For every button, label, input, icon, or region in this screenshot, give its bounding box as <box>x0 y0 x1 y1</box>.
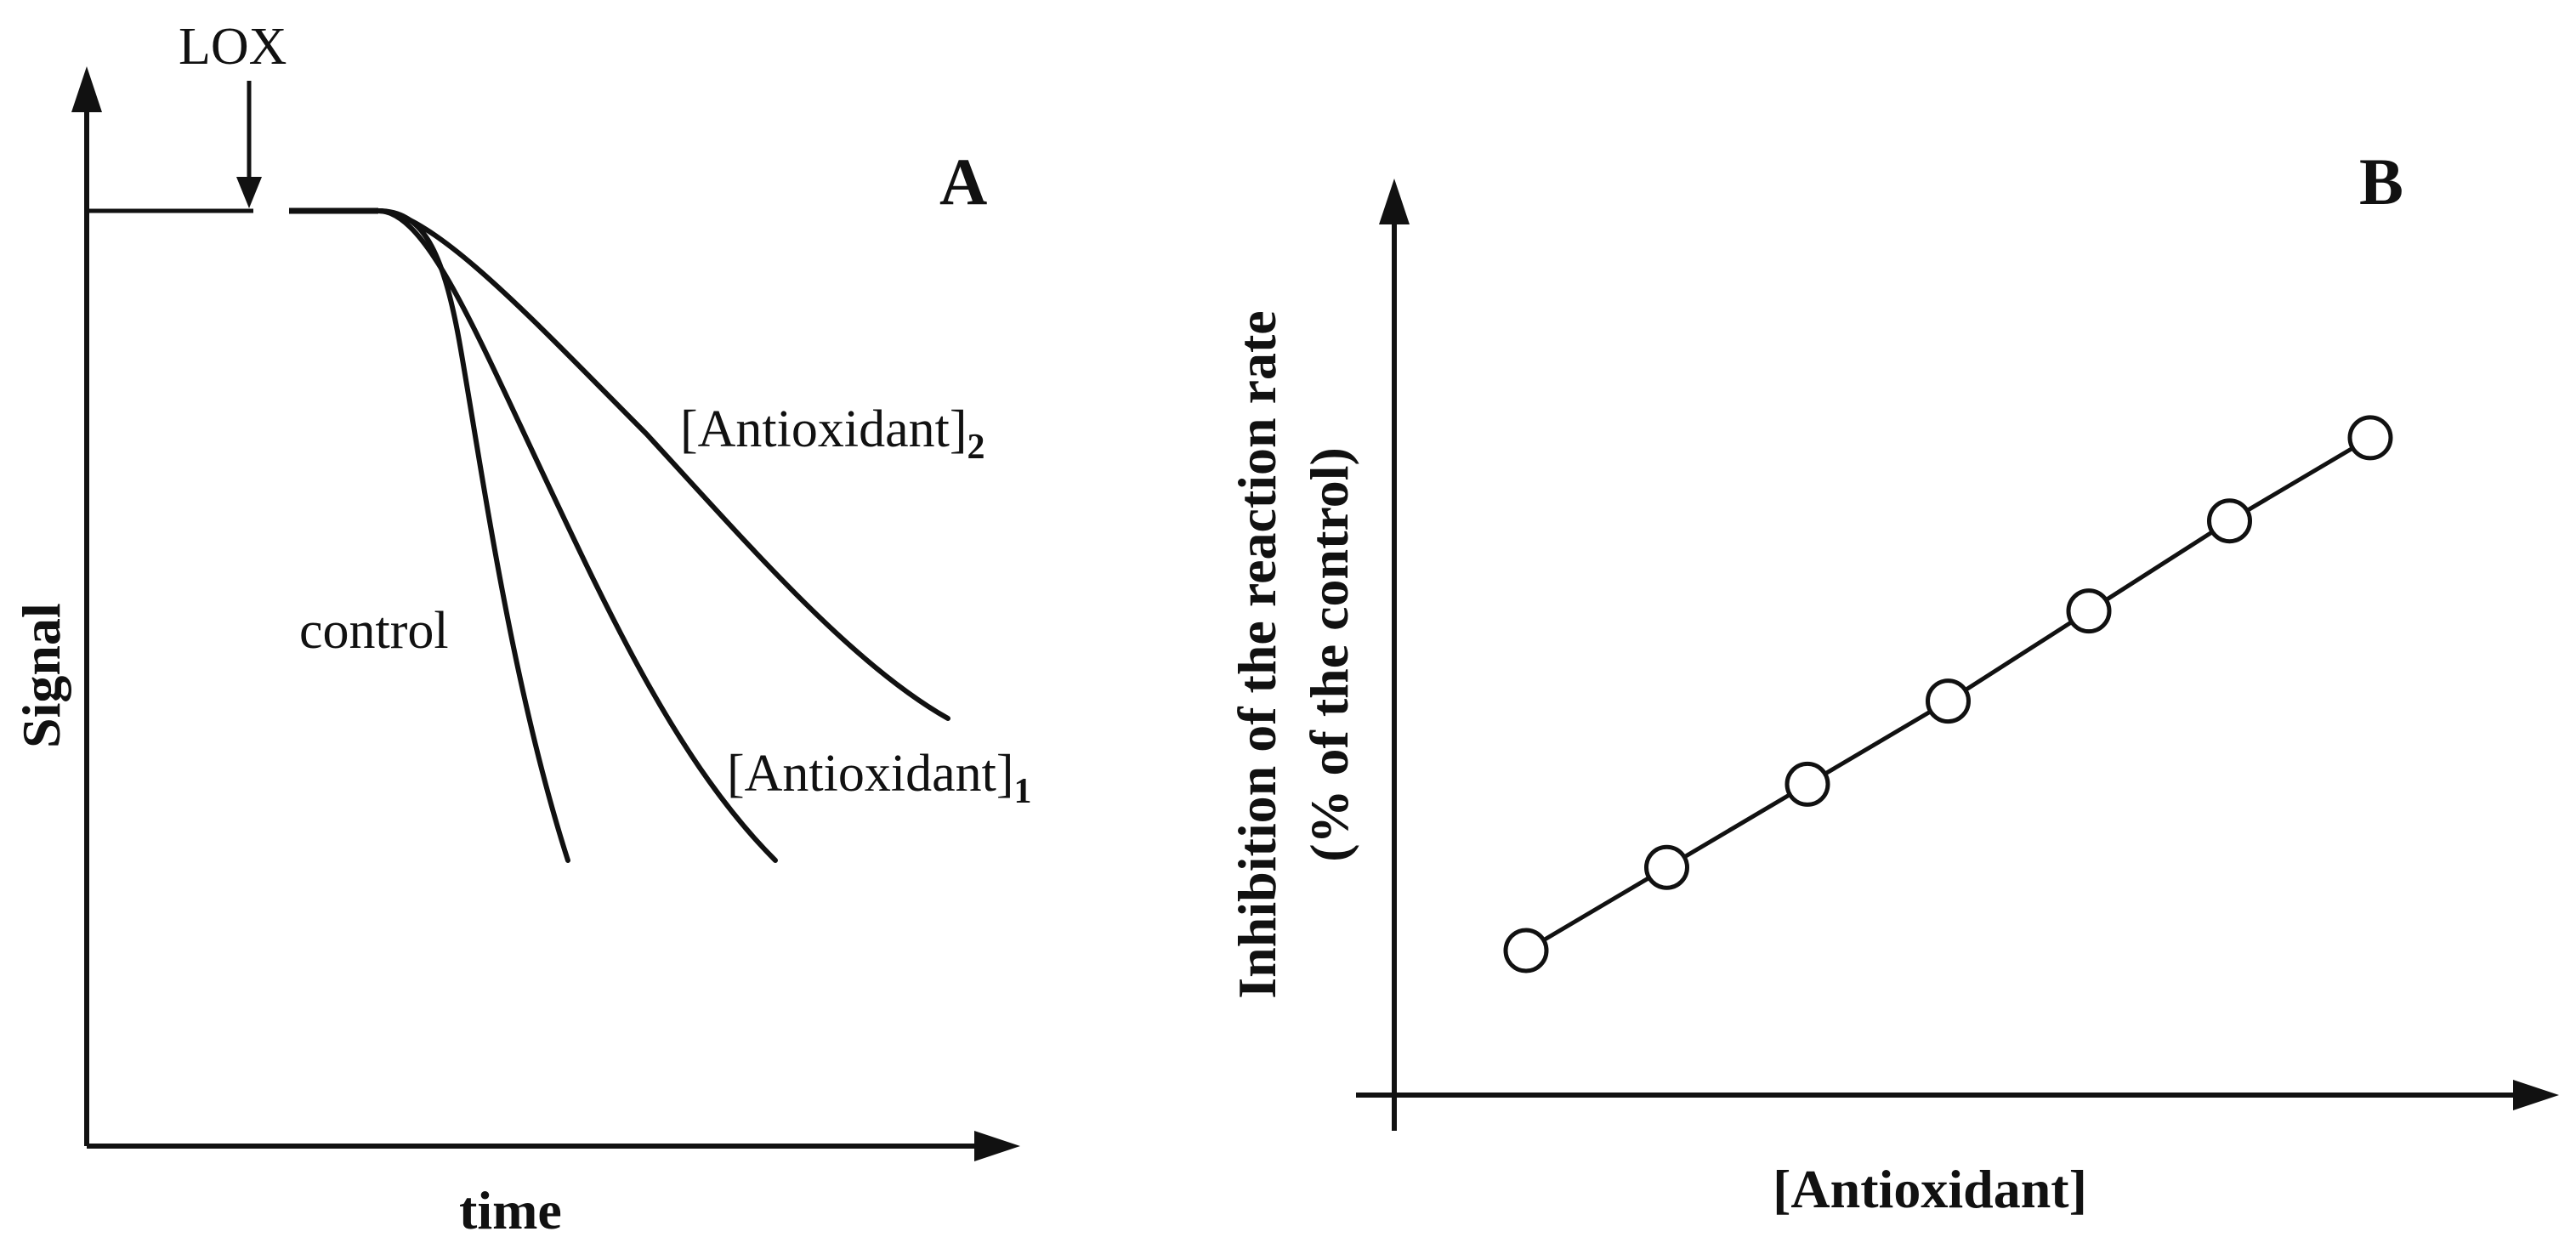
panel-b-y-axis-label-line1: Inhibition of the reaction rate <box>1227 310 1287 998</box>
panel-b-point-3 <box>1784 761 1830 807</box>
curve-antioxidant-1 <box>376 208 778 863</box>
panel-a-y-axis-label: Signal <box>11 603 71 748</box>
panel-b-point-6 <box>2207 498 2252 544</box>
panel-a-x-axis-label: time <box>459 1180 562 1240</box>
label-antioxidant-2-text: [Antioxidant] <box>680 400 967 458</box>
label-antioxidant-1-text: [Antioxidant] <box>727 745 1014 803</box>
panel-a-x-axis-arrow <box>974 1131 1020 1161</box>
label-control: control <box>299 602 449 660</box>
panel-b-point-4 <box>1926 678 1971 724</box>
panel-b-point-7 <box>2347 415 2393 461</box>
panel-b-point-2 <box>1644 844 1689 890</box>
panel-b-points <box>1503 415 2393 973</box>
panel-b-x-axis-arrow <box>2513 1080 2559 1110</box>
panel-a-letter: A <box>939 145 987 219</box>
curve-control <box>376 208 570 863</box>
panel-a-y-axis-arrow <box>71 66 102 112</box>
panel-b-y-axis-arrow <box>1379 179 1410 224</box>
panel-b-point-5 <box>2066 588 2112 634</box>
panel-b-point-1 <box>1503 928 1549 973</box>
lox-arrow-head <box>236 177 262 208</box>
label-antioxidant-1-sub: 1 <box>1014 772 1032 811</box>
panel-b: B [Antioxidant] Inhibition of the reacti… <box>1227 145 2559 1219</box>
label-antioxidant-2-sub: 2 <box>967 428 985 467</box>
lox-label: LOX <box>179 18 287 76</box>
panel-b-y-axis-label-line2: (% of the control) <box>1299 447 1359 862</box>
panel-a: A time Signal LOX control [Antioxidant]1… <box>11 18 1032 1240</box>
label-antioxidant-1: [Antioxidant]1 <box>727 745 1032 811</box>
panel-b-x-axis-label: [Antioxidant] <box>1773 1159 2087 1219</box>
curve-antioxidant-2 <box>376 208 950 721</box>
panel-b-letter: B <box>2359 145 2403 219</box>
label-antioxidant-2: [Antioxidant]2 <box>680 400 985 467</box>
